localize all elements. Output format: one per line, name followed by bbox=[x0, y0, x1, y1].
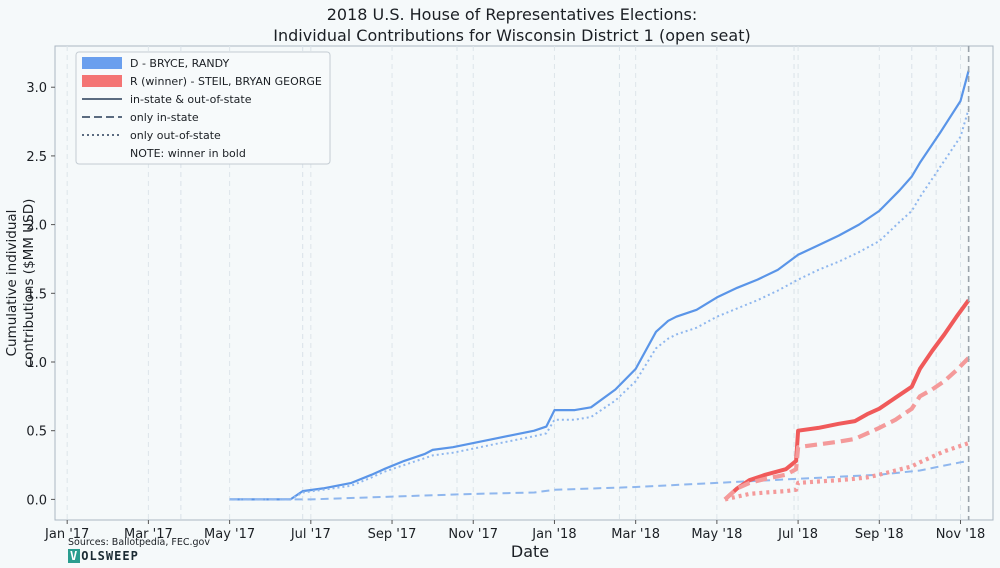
sources-note: Sources: Ballotpedia, FEC.gov bbox=[68, 537, 210, 548]
x-tick-label: Jan '18 bbox=[531, 527, 576, 542]
series-line-dashed bbox=[229, 459, 969, 501]
x-tick-label: Mar '18 bbox=[611, 527, 660, 542]
series-line-dotted bbox=[229, 108, 970, 501]
y-tick-label: 0.0 bbox=[26, 493, 47, 508]
series-line-solid bbox=[229, 70, 970, 501]
volsweep-logo: V OLSWEEP bbox=[68, 549, 139, 563]
y-tick-label: 1.5 bbox=[26, 287, 47, 302]
x-tick-label: Nov '18 bbox=[936, 527, 986, 542]
legend-swatch bbox=[82, 57, 122, 69]
legend-label: D - BRYCE, RANDY bbox=[130, 57, 229, 70]
series-line-dashed bbox=[723, 356, 971, 501]
y-tick-label: 0.5 bbox=[26, 425, 47, 440]
series-layer bbox=[229, 70, 971, 502]
chart-subtitle: Individual Contributions for Wisconsin D… bbox=[273, 26, 750, 45]
x-tick-label: Jul '17 bbox=[290, 527, 331, 542]
chart-title: 2018 U.S. House of Representatives Elect… bbox=[327, 5, 698, 24]
y-tick-label: 2.0 bbox=[26, 219, 47, 234]
x-tick-label: Sep '17 bbox=[368, 527, 417, 542]
legend-box bbox=[75, 51, 331, 165]
logo-v-mark: V bbox=[68, 549, 81, 563]
legend-label: NOTE: winner in bold bbox=[130, 147, 246, 160]
x-axis-label: Date bbox=[511, 542, 549, 561]
minor-gridlines bbox=[180, 46, 937, 520]
y-tick-label: 1.0 bbox=[26, 356, 47, 371]
y-axis-label-line2: contributions ($MM USD) bbox=[21, 199, 37, 368]
legend-label: only in-state bbox=[130, 111, 199, 124]
y-tick-label: 2.5 bbox=[26, 150, 47, 165]
legend-items: D - BRYCE, RANDY R (winner) - STEIL, BRYA… bbox=[82, 57, 322, 160]
y-tick-label: 3.0 bbox=[26, 81, 47, 96]
x-tick-label: May '17 bbox=[204, 527, 255, 542]
x-tick-label: Nov '17 bbox=[448, 527, 498, 542]
x-tick-label: Jan '17 bbox=[44, 527, 89, 542]
legend-label: only out-of-state bbox=[130, 129, 221, 142]
series-line-solid bbox=[723, 299, 971, 501]
legend: D - BRYCE, RANDY R (winner) - STEIL, BRYA… bbox=[75, 51, 331, 165]
x-axis-ticks: Jan '17 Mar '17 May '17 Jul '17 Sep '17 Nov '… bbox=[44, 520, 985, 542]
legend-label: in-state & out-of-state bbox=[130, 93, 252, 106]
y-axis-ticks: 0.0 0.5 1.0 1.5 2.0 2.5 3.0 bbox=[26, 81, 55, 508]
legend-swatch bbox=[82, 75, 122, 87]
x-tick-label: May '18 bbox=[691, 527, 742, 542]
x-tick-label: Jul '18 bbox=[777, 527, 818, 542]
x-tick-label: Sep '18 bbox=[855, 527, 904, 542]
logo-text: OLSWEEP bbox=[81, 549, 139, 563]
legend-label: R (winner) - STEIL, BRYAN GEORGE bbox=[130, 75, 322, 88]
x-tick-label: Mar '17 bbox=[124, 527, 173, 542]
y-axis-label-line1: Cumulative individual bbox=[4, 210, 20, 357]
major-gridlines bbox=[66, 46, 962, 520]
